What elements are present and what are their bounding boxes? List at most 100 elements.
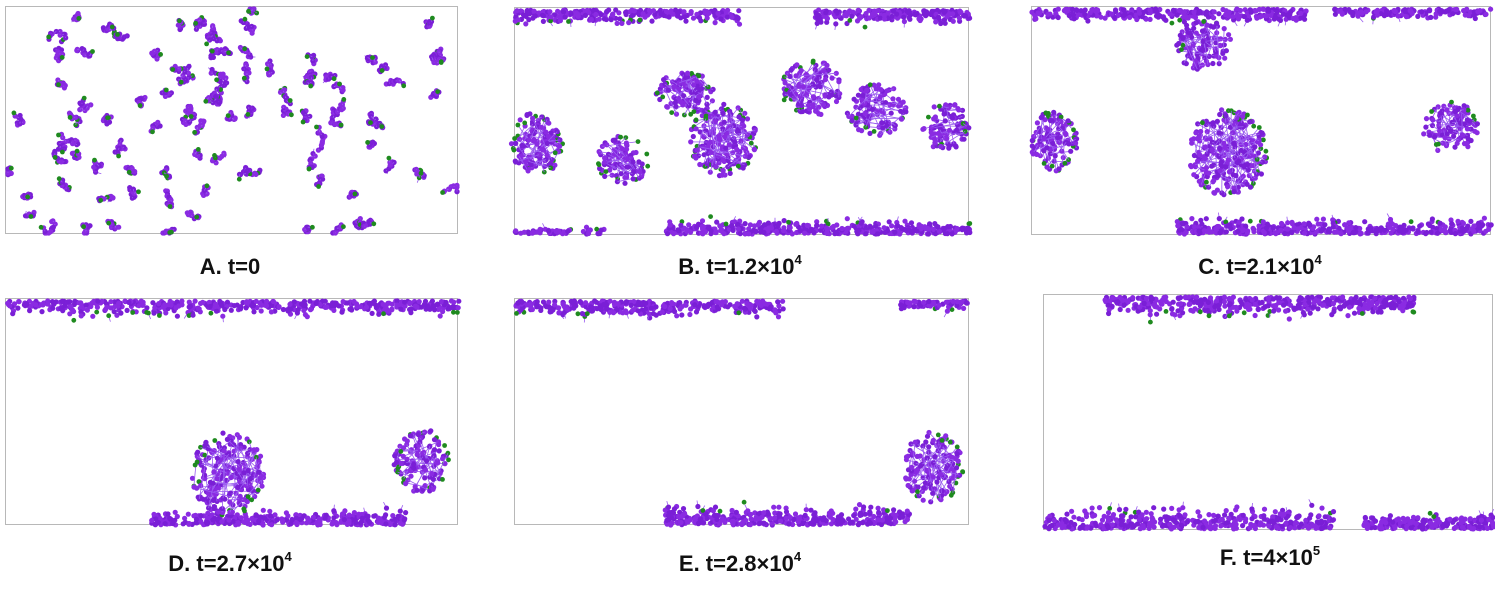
particle [967,229,973,236]
particle [866,15,872,21]
particle [531,8,537,14]
particle [646,8,653,14]
particle [670,11,676,17]
particle [878,87,884,93]
end-particle [204,183,210,189]
end-particle [723,221,729,227]
particle [735,221,741,228]
particle [747,222,753,228]
particle [736,8,742,14]
particle [949,115,955,121]
particle-plot-c [1029,6,1494,237]
particle [316,129,322,135]
particle [596,16,602,22]
particle [537,226,543,232]
end-particle [289,112,294,118]
particle [935,14,942,20]
particle [608,17,614,23]
particle [523,21,529,27]
end-particle [74,148,80,154]
particle [516,153,522,159]
particle [633,149,639,156]
particle [547,9,553,15]
particle [834,222,840,228]
particle [588,16,594,23]
end-particle [825,221,831,227]
particle [818,19,824,25]
particle [688,9,694,15]
end-particle [226,50,232,56]
end-particle [300,119,306,125]
end-particle [136,189,141,195]
particle [762,222,768,228]
particle [938,143,944,150]
particle [613,7,619,13]
particle [925,231,932,237]
particle [787,225,793,231]
bond [608,153,635,168]
end-particle [847,18,853,23]
end-particle [212,153,217,158]
particle [824,227,830,233]
particle [839,225,845,232]
end-particle [38,224,44,230]
particle [738,138,744,144]
particle [685,70,691,76]
particle [699,113,705,119]
bond [527,131,558,162]
particle [894,11,900,17]
particle [540,18,546,24]
end-particle [669,110,675,115]
end-particle [654,90,660,96]
particle [629,171,635,177]
particle [194,124,200,130]
particle [631,8,637,14]
particle-plot-b [508,7,973,237]
particle [693,98,699,104]
particle [618,171,624,177]
particle [768,225,775,231]
particle [690,15,697,21]
particle [867,130,873,136]
particle [889,13,895,19]
bond [710,152,745,166]
end-particle [370,55,375,60]
particle [721,119,727,125]
end-particle [8,165,14,171]
particle [678,15,684,21]
particle [849,118,855,124]
particle [949,231,955,237]
particle [622,180,628,186]
particle [1237,13,1243,19]
bond [815,79,826,109]
bond [515,154,540,163]
end-particle [341,224,346,230]
particle [549,157,555,163]
particle [898,116,904,122]
particle [623,157,629,163]
particle [834,230,840,236]
particle [521,229,527,235]
end-particle [25,194,30,200]
particle [912,11,918,17]
end-particle [194,214,200,220]
end-particle [693,117,699,123]
simulation-frame-c [1029,6,1494,237]
particle [957,9,964,16]
bond [789,65,828,93]
bond [518,156,529,172]
end-particle [696,73,702,79]
particle [513,228,519,234]
particle [525,168,531,174]
particle [630,12,636,18]
particle [676,95,682,101]
particle [682,14,688,20]
end-particle [926,114,931,120]
end-particle [105,115,110,121]
particle [810,94,816,100]
particle [723,145,729,151]
particle [575,13,581,19]
end-particle [192,130,198,135]
particle [623,11,629,18]
particle [886,219,892,225]
